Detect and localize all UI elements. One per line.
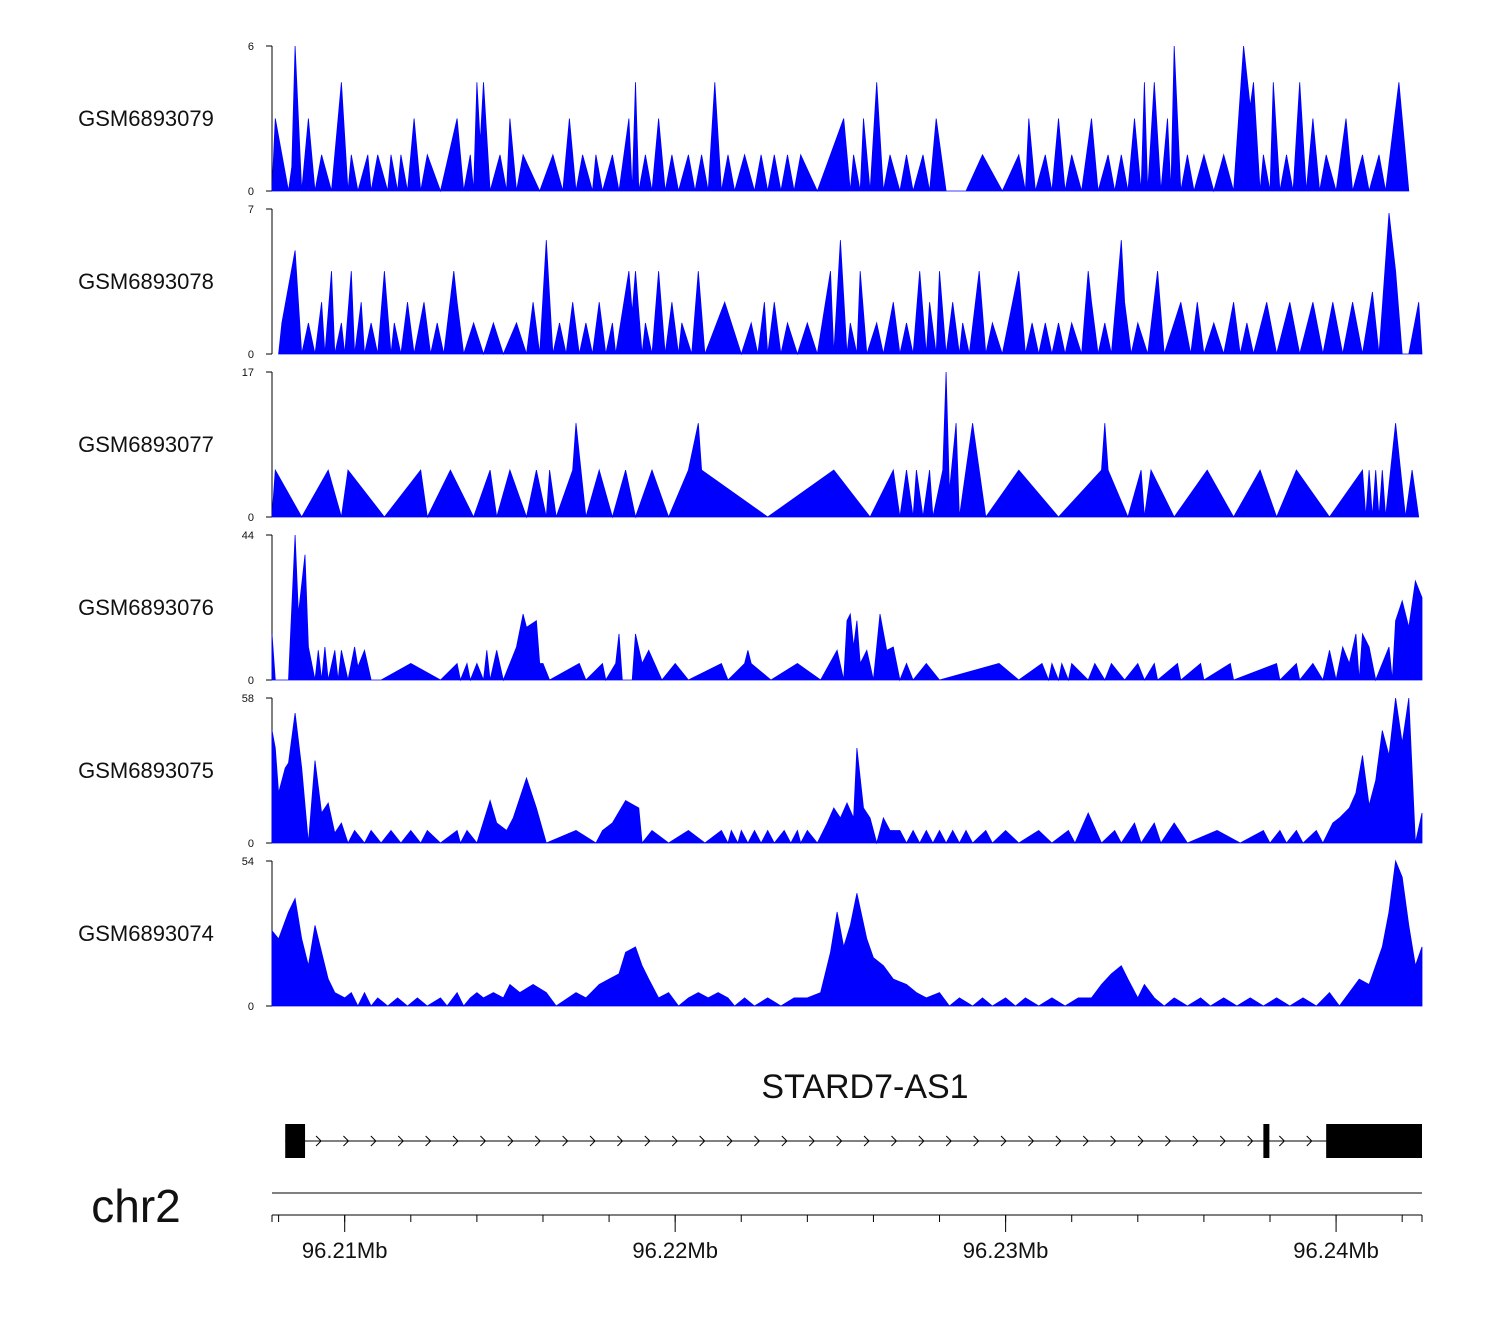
track-ymax-label: 44 [242, 530, 254, 542]
strand-arrow [1110, 1135, 1117, 1147]
coverage-area [271, 534, 1423, 682]
strand-arrow [507, 1135, 514, 1147]
axis-tick-label: 96.21Mb [302, 1238, 388, 1263]
strand-arrow [370, 1135, 377, 1147]
coverage-area [271, 697, 1423, 845]
track-ymax-label: 54 [242, 856, 254, 868]
track-label: GSM6893076 [78, 595, 214, 620]
gene-name: STARD7-AS1 [761, 1068, 968, 1106]
strand-arrow [863, 1135, 870, 1147]
exon-1 [285, 1124, 306, 1158]
track-ymax-label: 58 [242, 693, 254, 705]
track-GSM6893079: GSM6893079 6 0 [78, 41, 1410, 198]
strand-arrow [1028, 1135, 1035, 1147]
track-ymin-label: 0 [248, 349, 254, 361]
track-ymin-label: 0 [248, 1001, 254, 1013]
coverage-area [271, 45, 1410, 193]
strand-arrow [781, 1135, 788, 1147]
coverage-tracks: GSM689307960GSM689307870GSM6893077170GSM… [78, 41, 1423, 1013]
gene-track: STARD7-AS1 [285, 1068, 1422, 1158]
strand-arrow [562, 1135, 569, 1147]
coverage-area [271, 859, 1423, 1007]
track-GSM6893078: GSM6893078 7 0 [78, 204, 1423, 361]
coverage-area [271, 371, 1420, 519]
strand-arrow [397, 1135, 404, 1147]
track-ymax-label: 6 [248, 41, 254, 53]
strand-arrow [808, 1135, 815, 1147]
track-ymin-label: 0 [248, 186, 254, 198]
track-ymin-label: 0 [248, 512, 254, 524]
strand-arrow [1082, 1135, 1089, 1147]
track-label: GSM6893078 [78, 269, 214, 294]
strand-arrow [1192, 1135, 1199, 1147]
exon-3 [1326, 1124, 1422, 1158]
axis-tick-label: 96.23Mb [963, 1238, 1049, 1263]
strand-arrow [918, 1135, 925, 1147]
track-ymax-label: 7 [248, 204, 254, 216]
track-ymin-label: 0 [248, 675, 254, 687]
strand-arrow [945, 1135, 952, 1147]
strand-arrow [480, 1135, 487, 1147]
coverage-area [278, 213, 1423, 356]
track-GSM6893074: GSM6893074 54 0 [78, 856, 1423, 1013]
track-GSM6893076: GSM6893076 44 0 [78, 530, 1423, 687]
strand-arrow [644, 1135, 651, 1147]
strand-arrow [1165, 1135, 1172, 1147]
strand-arrow [1219, 1135, 1226, 1147]
track-ymax-label: 17 [242, 367, 254, 379]
track-label: GSM6893074 [78, 921, 214, 946]
strand-arrow [699, 1135, 706, 1147]
strand-arrow [589, 1135, 596, 1147]
axis-tick-label: 96.22Mb [632, 1238, 718, 1263]
strand-arrow [617, 1135, 624, 1147]
strand-arrow [973, 1135, 980, 1147]
strand-arrow [1000, 1135, 1007, 1147]
strand-arrow [1278, 1135, 1286, 1147]
strand-arrow [343, 1135, 350, 1147]
track-ymin-label: 0 [248, 838, 254, 850]
strand-arrow [534, 1135, 541, 1147]
track-label: GSM6893077 [78, 432, 214, 457]
exon-2 [1263, 1124, 1270, 1158]
strand-arrow [1137, 1135, 1144, 1147]
gene-model [285, 1124, 1422, 1158]
track-label: GSM6893079 [78, 106, 214, 131]
strand-arrow [891, 1135, 898, 1147]
strand-arrow [836, 1135, 843, 1147]
strand-arrow [754, 1135, 761, 1147]
track-label: GSM6893075 [78, 758, 214, 783]
axis-tick-label: 96.24Mb [1293, 1238, 1379, 1263]
strand-arrow [315, 1135, 322, 1147]
strand-arrow [726, 1135, 733, 1147]
strand-arrow [452, 1135, 459, 1147]
genome-axis: chr2 96.21Mb 96.22Mb 96.23Mb 96.24Mb [91, 1180, 1423, 1263]
strand-arrow [425, 1135, 432, 1147]
track-GSM6893077: GSM6893077 17 0 [78, 367, 1420, 524]
strand-arrow [1055, 1135, 1062, 1147]
strand-arrow [671, 1135, 678, 1147]
strand-arrow [1247, 1135, 1254, 1147]
chromosome-label: chr2 [91, 1180, 180, 1232]
track-GSM6893075: GSM6893075 58 0 [78, 693, 1423, 850]
strand-arrow [1306, 1135, 1313, 1147]
